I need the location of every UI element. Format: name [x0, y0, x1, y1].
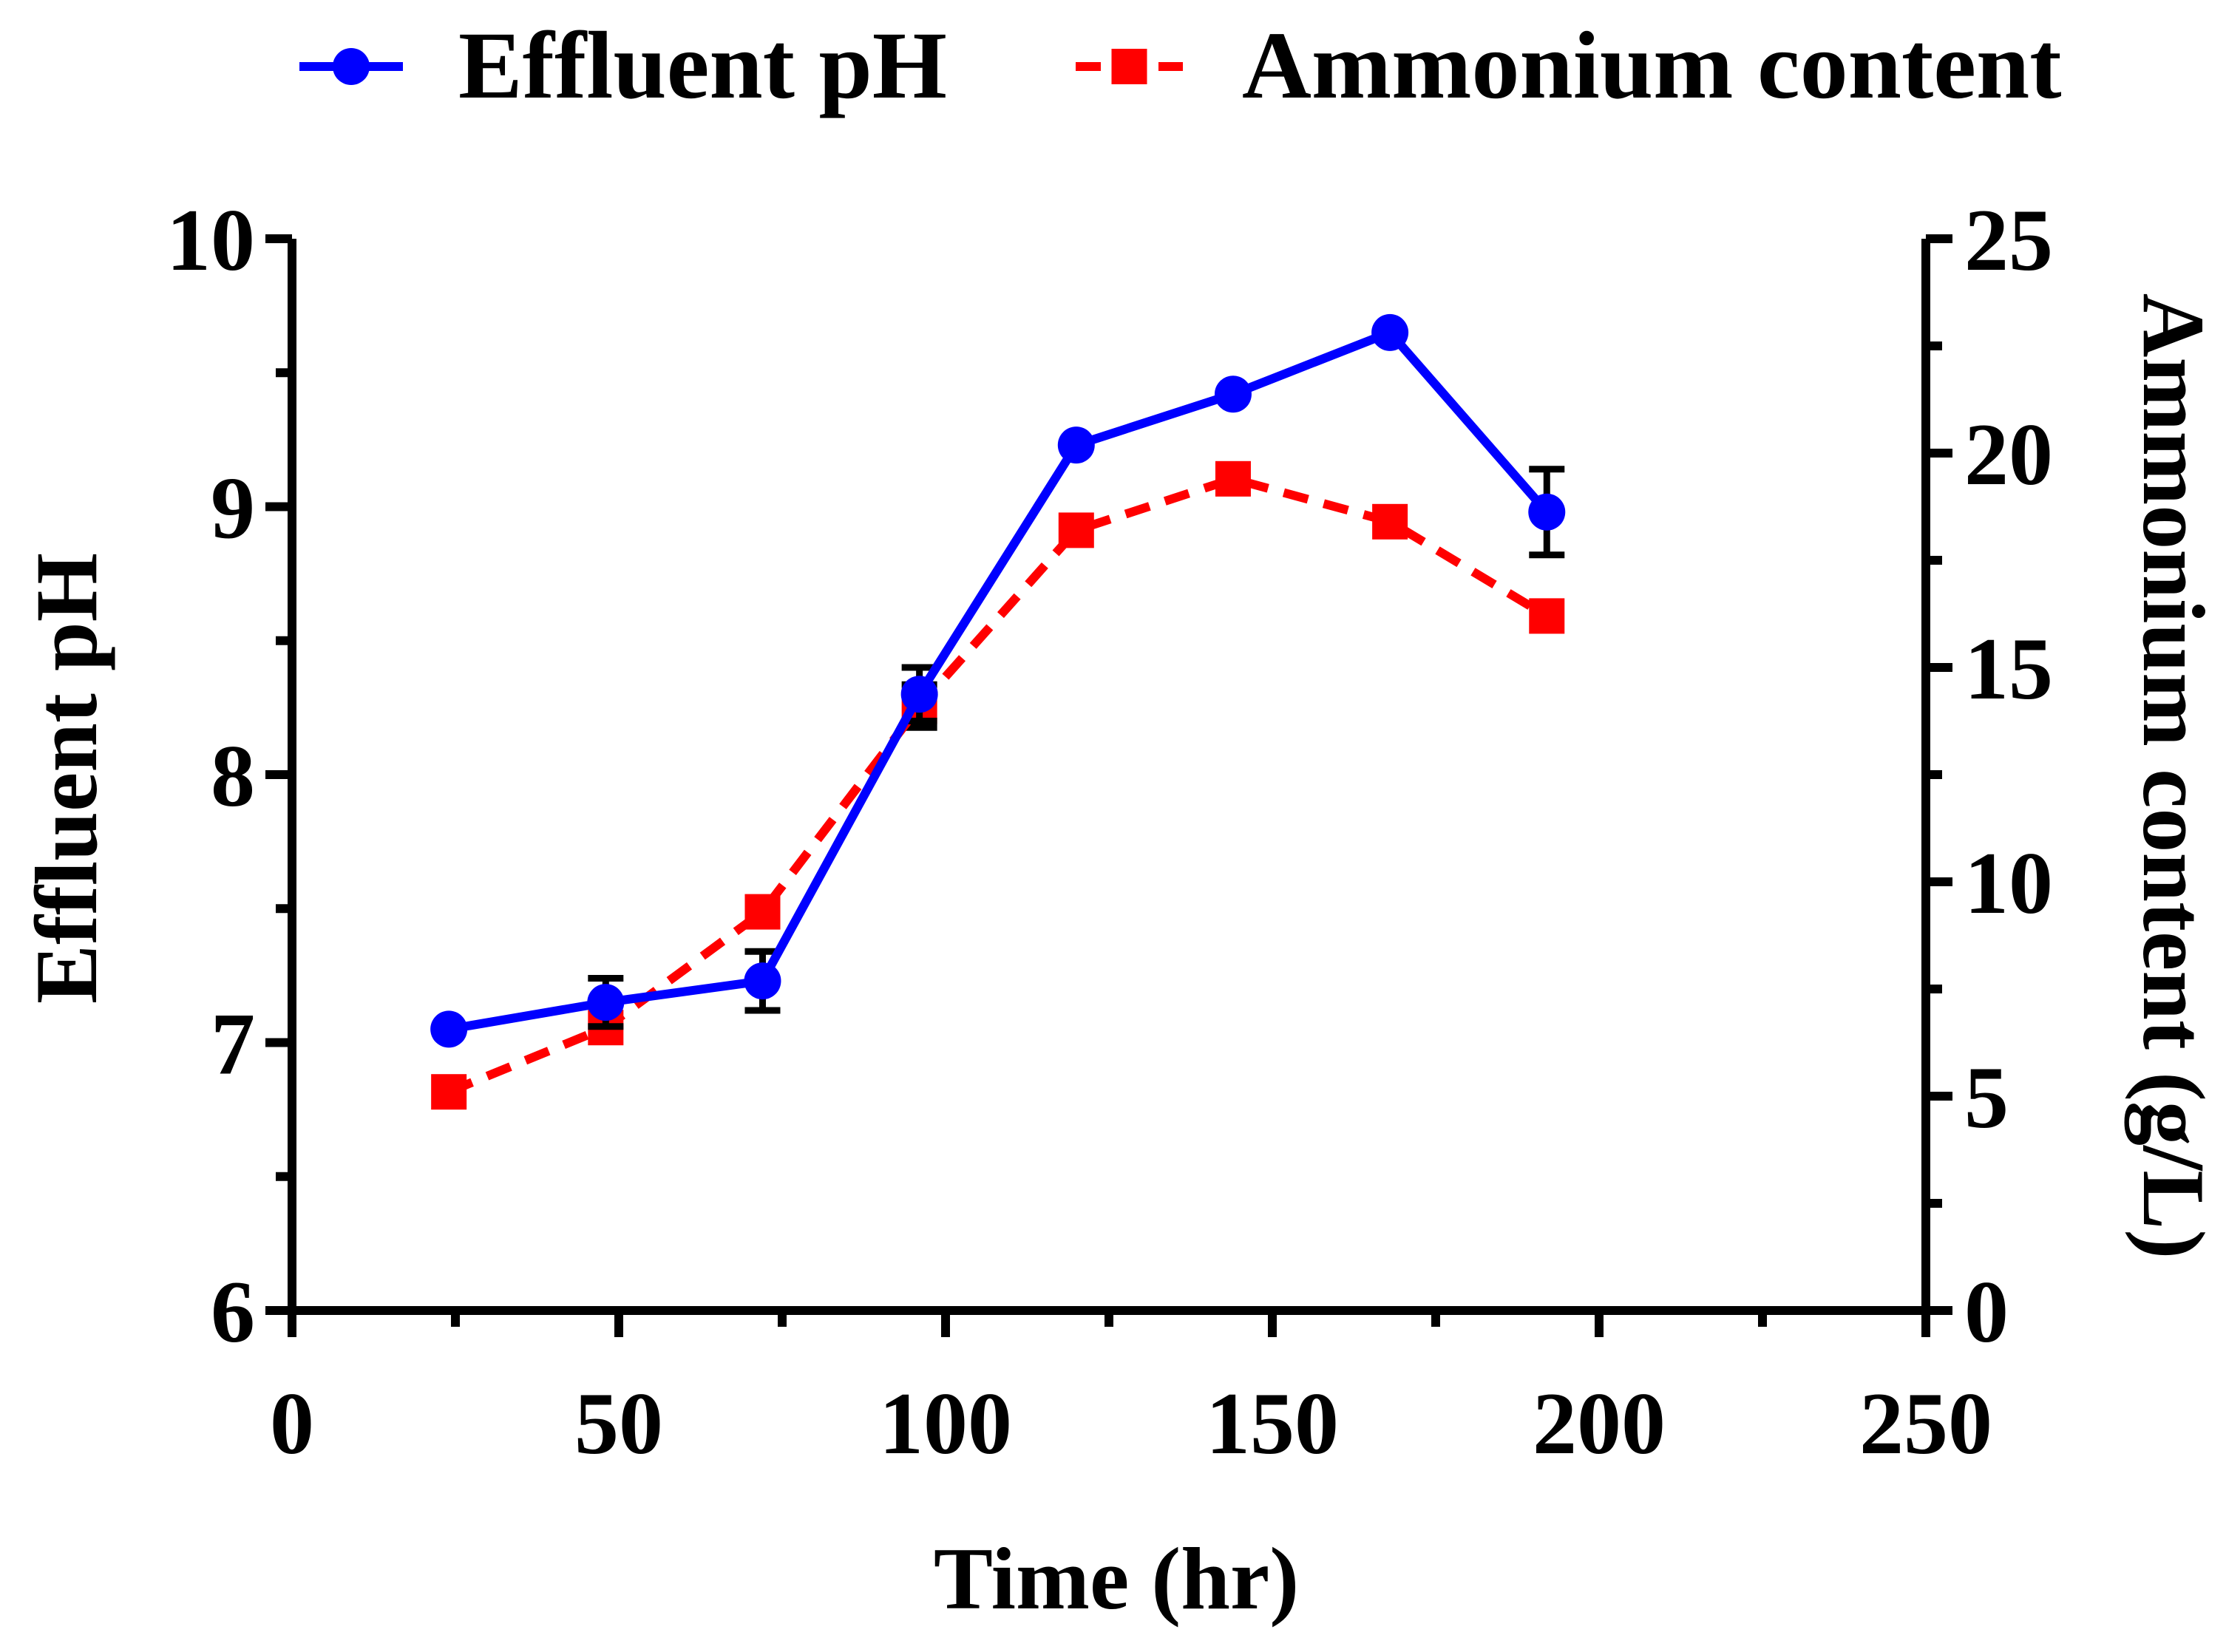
x-tick-label: 150: [1206, 1374, 1339, 1472]
series-layer: [430, 313, 1566, 1110]
y-tick-label: 10: [166, 191, 255, 289]
ph-point: [1371, 313, 1409, 351]
x-tick-label: 200: [1533, 1374, 1666, 1472]
ammonium-point: [744, 894, 781, 930]
ammonium-point: [1372, 503, 1408, 540]
legend-ph-label: Effluent pH: [458, 13, 947, 119]
y-tick-label: 6: [211, 1262, 255, 1361]
y2-tick-label: 10: [1964, 834, 2053, 932]
y2-tick-label: 20: [1964, 405, 2053, 503]
ph-point: [744, 962, 781, 1000]
x-axis-label: Time (hr): [934, 1529, 1299, 1628]
y2-tick-label: 0: [1964, 1262, 2009, 1361]
ph-point: [430, 1010, 468, 1048]
y-axis-label: Effluent pH: [17, 553, 115, 1004]
y-tick-label: 9: [211, 459, 255, 557]
x-tick-label: 250: [1859, 1374, 1992, 1472]
ammonium-point: [431, 1074, 467, 1110]
ph-point: [900, 676, 938, 713]
legend-ammonium-label: Ammonium content: [1242, 13, 2062, 119]
x-tick-label: 50: [574, 1374, 663, 1472]
ammonium-point: [1529, 598, 1565, 634]
y2-tick-label: 5: [1964, 1048, 2009, 1146]
ph-point: [1528, 493, 1566, 531]
ammonium-point: [1058, 512, 1094, 548]
x-tick-label: 0: [270, 1374, 314, 1472]
legend-ph-marker: [333, 48, 370, 85]
ammonium-series-line: [447, 474, 1550, 1096]
ph-point: [1214, 375, 1252, 413]
legend-ammonium-marker: [1111, 49, 1147, 84]
ph-point: [587, 984, 625, 1022]
ph-point: [1057, 426, 1095, 464]
y2-tick-label: 15: [1964, 619, 2053, 718]
y-tick-label: 8: [211, 727, 255, 825]
y-tick-label: 7: [211, 995, 255, 1093]
y2-axis-label: Ammonium content (g/L): [2124, 293, 2223, 1260]
x-tick-label: 100: [879, 1374, 1012, 1472]
ph-series-line: [448, 327, 1550, 1034]
y2-tick-label: 25: [1964, 191, 2053, 289]
ammonium-point: [1215, 460, 1251, 497]
legend: Effluent pH Ammonium content: [299, 13, 2062, 119]
